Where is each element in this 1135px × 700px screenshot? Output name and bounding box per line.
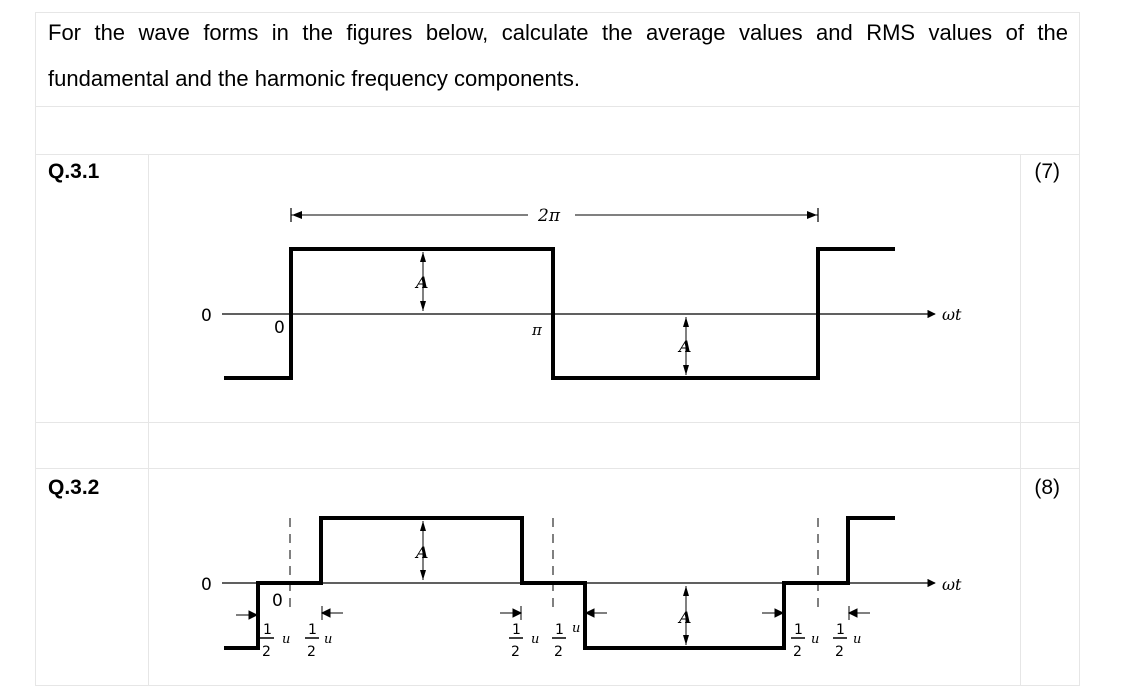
fraction-numerator: 1	[512, 622, 521, 638]
half-u-label: 1 2 u	[509, 622, 539, 660]
fraction-denominator: 2	[307, 644, 316, 660]
table-rule	[35, 468, 1080, 469]
amplitude-label: A	[677, 337, 691, 356]
half-u-label: 1 2 u	[552, 621, 580, 660]
zero-axis-label: 0	[201, 306, 212, 326]
zero-origin-label: 0	[274, 318, 285, 338]
fraction-denominator: 2	[554, 644, 563, 660]
arrow-head	[420, 570, 426, 580]
question-label: Q.3.1	[48, 160, 100, 183]
u-label: u	[282, 632, 290, 647]
arrow-head	[420, 521, 426, 531]
width-arrow	[320, 608, 343, 618]
table-rule	[1079, 12, 1080, 686]
u-label: u	[811, 632, 819, 647]
width-arrow	[500, 608, 523, 618]
half-u-label: 1 2 u	[833, 622, 861, 660]
arrow-head	[683, 635, 689, 645]
question-marks: (7)	[1034, 160, 1060, 183]
fraction-denominator: 2	[511, 644, 520, 660]
omega-t-label: ωt	[942, 305, 962, 324]
width-arrow	[236, 610, 259, 620]
square-wave-figure: 0 0 2π π A A ωt	[201, 206, 962, 380]
amplitude-label: A	[414, 273, 428, 292]
period-arrow-right	[807, 211, 817, 219]
u-label: u	[853, 632, 861, 647]
table-rule	[35, 685, 1080, 686]
width-arrow	[584, 608, 607, 618]
fraction-denominator: 2	[793, 644, 802, 660]
fraction-numerator: 1	[555, 622, 564, 638]
omega-t-label: ωt	[942, 575, 962, 594]
period-arrow-left	[292, 211, 302, 219]
amplitude-label: A	[414, 543, 428, 562]
instruction-line: For the wave forms in the figures below,…	[48, 20, 1068, 45]
zero-origin-label: 0	[272, 591, 283, 611]
fraction-denominator: 2	[835, 644, 844, 660]
table-rule	[35, 12, 1080, 13]
amplitude-label: A	[677, 608, 691, 627]
half-u-label: 1 2 u	[260, 622, 290, 660]
table-rule	[1020, 154, 1021, 686]
fraction-denominator: 2	[262, 644, 271, 660]
arrow-head	[420, 301, 426, 311]
table-rule	[35, 106, 1080, 107]
arrow-head	[683, 317, 689, 327]
period-label: 2π	[537, 206, 561, 226]
table-rule	[35, 422, 1080, 423]
u-label: u	[531, 632, 539, 647]
fraction-numerator: 1	[794, 622, 803, 638]
half-u-label: 1 2 u	[791, 622, 819, 660]
quasi-square-wave-figure: 0 0 A A ωt 1 2 u 1 2 u 1 2 u 1 2 u	[201, 516, 962, 660]
question-label: Q.3.2	[48, 476, 100, 499]
table-rule	[148, 154, 149, 686]
half-u-label: 1 2 u	[305, 622, 332, 660]
arrow-head	[683, 586, 689, 596]
question-marks: (8)	[1034, 476, 1060, 499]
square-waveform	[224, 247, 895, 380]
width-arrow	[762, 608, 785, 618]
fraction-numerator: 1	[836, 622, 845, 638]
table-rule	[35, 12, 36, 686]
pi-label: π	[531, 321, 543, 339]
arrow-head	[683, 365, 689, 375]
fraction-numerator: 1	[263, 622, 272, 638]
instruction-line: fundamental and the harmonic frequency c…	[48, 66, 580, 91]
zero-axis-label: 0	[201, 575, 212, 595]
width-arrow	[847, 608, 870, 618]
table-rule	[35, 154, 1080, 155]
arrow-head	[420, 252, 426, 262]
fraction-numerator: 1	[308, 622, 317, 638]
u-label: u	[324, 632, 332, 647]
question-instructions: For the wave forms in the figures below,…	[48, 10, 1068, 102]
u-label: u	[572, 621, 580, 636]
